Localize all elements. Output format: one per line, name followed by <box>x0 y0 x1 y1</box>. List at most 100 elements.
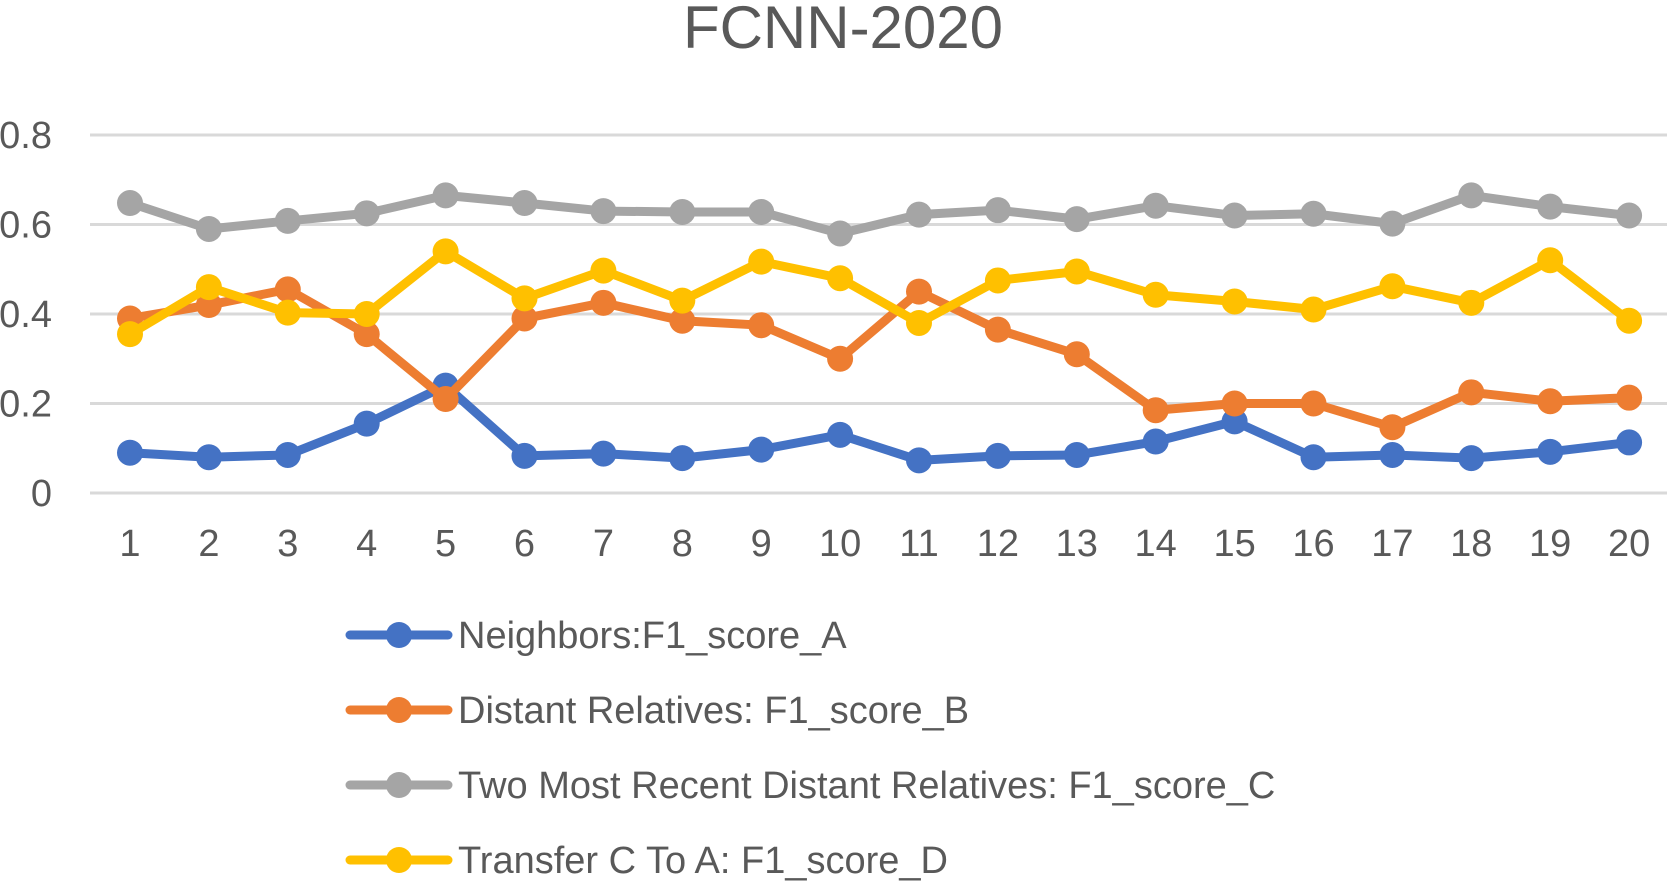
x-tick-label: 11 <box>899 523 938 565</box>
series-line <box>125 246 1634 339</box>
data-point <box>1221 202 1248 229</box>
data-point <box>274 299 301 326</box>
legend: Neighbors:F1_score_A Distant Relatives: F… <box>345 615 1275 882</box>
data-point <box>1537 193 1564 220</box>
data-point <box>590 198 617 225</box>
data-point <box>1063 341 1090 368</box>
x-tick-label: 14 <box>1135 523 1177 565</box>
data-point <box>432 182 459 209</box>
x-tick-label: 10 <box>819 523 861 565</box>
data-point <box>274 276 301 303</box>
data-point <box>1063 258 1090 285</box>
data-point <box>195 292 222 319</box>
data-point <box>1379 273 1406 300</box>
legend-label: Two Most Recent Distant Relatives: F1_sc… <box>458 765 1275 807</box>
data-point <box>1142 281 1169 308</box>
x-tick-label: 17 <box>1371 523 1413 565</box>
data-point <box>748 248 775 275</box>
data-point <box>1616 307 1643 334</box>
data-point <box>195 444 222 471</box>
series-2 <box>117 276 1643 441</box>
data-point <box>669 307 696 334</box>
data-point <box>748 198 775 225</box>
x-tick-label: 6 <box>514 523 535 565</box>
data-point <box>117 321 143 348</box>
y-tick-label: 0.2 <box>0 384 52 426</box>
data-point <box>1379 414 1406 441</box>
data-point <box>984 442 1011 469</box>
legend-swatch-marker <box>386 772 412 798</box>
chart-title: FCNN-2020 <box>683 0 1003 61</box>
data-point <box>906 201 932 228</box>
series-line <box>125 190 1634 238</box>
data-point <box>1300 390 1327 417</box>
data-point <box>590 257 617 284</box>
data-point <box>1458 182 1485 209</box>
data-point <box>984 197 1011 224</box>
data-point <box>1221 408 1248 435</box>
legend-item: Distant Relatives: F1_score_B <box>345 690 969 732</box>
data-point <box>827 265 854 292</box>
data-point <box>353 410 380 437</box>
data-point <box>984 267 1011 294</box>
data-point <box>353 321 380 348</box>
data-point <box>195 215 222 242</box>
data-point <box>1142 397 1169 424</box>
series-4 <box>117 238 1643 348</box>
data-point <box>906 278 932 305</box>
data-point <box>1142 428 1169 455</box>
data-point <box>1458 289 1485 316</box>
data-point <box>748 312 775 339</box>
x-tick-label: 9 <box>751 523 772 565</box>
data-point <box>1221 288 1248 315</box>
legend-swatch-marker <box>386 847 412 873</box>
x-tick-label: 5 <box>435 523 456 565</box>
data-point <box>748 436 775 463</box>
x-tick-label: 13 <box>1056 523 1098 565</box>
y-axis-ticks: 0 0.2 0.4 0.6 0.8 <box>0 115 52 515</box>
data-point <box>827 345 854 372</box>
x-tick-label: 2 <box>198 523 219 565</box>
data-point <box>984 316 1011 343</box>
data-point <box>669 198 696 225</box>
data-point <box>1537 438 1564 465</box>
data-point <box>590 440 617 467</box>
y-tick-label: 0 <box>31 473 52 515</box>
x-tick-label: 15 <box>1213 523 1255 565</box>
data-point <box>511 190 538 217</box>
data-point <box>1221 390 1248 417</box>
x-tick-label: 7 <box>593 523 614 565</box>
y-tick-label: 0.8 <box>0 115 52 157</box>
data-point <box>1379 441 1406 468</box>
x-tick-label: 12 <box>977 523 1019 565</box>
data-point <box>827 220 854 247</box>
data-point <box>274 207 301 234</box>
data-point <box>353 200 380 227</box>
data-point <box>1616 429 1643 456</box>
legend-item: Transfer C To A: F1_score_D <box>345 840 948 882</box>
x-tick-label: 20 <box>1608 523 1650 565</box>
data-point <box>1379 210 1406 237</box>
x-tick-label: 8 <box>672 523 693 565</box>
data-point <box>590 289 617 316</box>
legend-label: Distant Relatives: F1_score_B <box>458 690 969 732</box>
series-1 <box>117 372 1643 474</box>
data-point <box>117 439 143 466</box>
series-lines <box>117 182 1643 474</box>
data-point <box>117 190 143 217</box>
data-point <box>1537 247 1564 274</box>
series-line <box>125 284 1634 432</box>
x-tick-label: 1 <box>119 523 140 565</box>
legend-swatch-marker <box>386 622 412 648</box>
data-point <box>906 447 932 474</box>
data-point <box>1063 206 1090 233</box>
data-point <box>432 386 459 413</box>
data-point <box>353 301 380 327</box>
data-point <box>827 421 854 448</box>
data-point <box>1616 384 1643 411</box>
x-tick-label: 4 <box>356 523 377 565</box>
data-point <box>511 305 538 332</box>
x-tick-label: 3 <box>277 523 298 565</box>
series-line <box>125 381 1634 465</box>
